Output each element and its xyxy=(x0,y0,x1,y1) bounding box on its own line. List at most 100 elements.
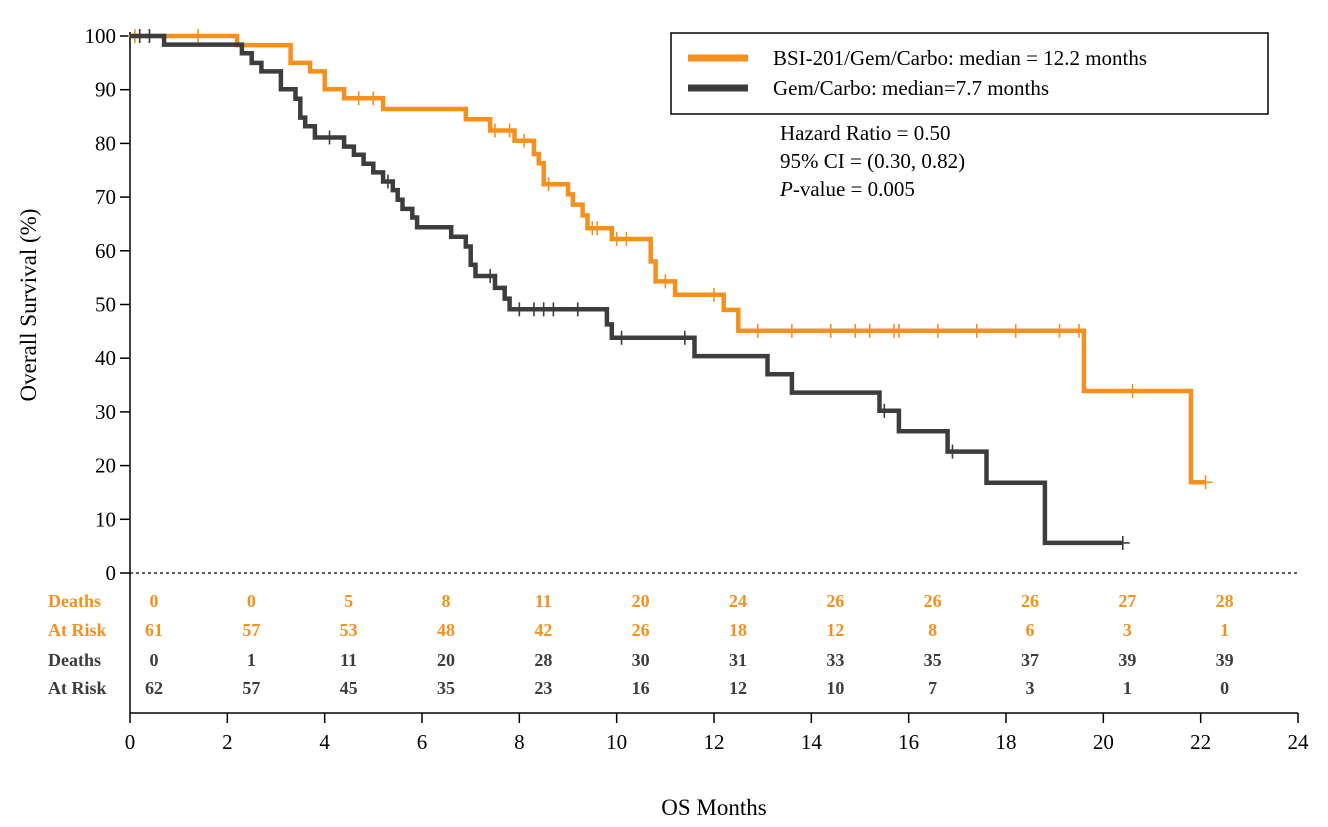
risk-cell: 30 xyxy=(632,650,650,670)
risk-cell: 26 xyxy=(924,591,942,611)
censor-mark xyxy=(969,323,984,338)
y-tick-label: 0 xyxy=(106,561,117,585)
x-tick-label: 6 xyxy=(417,730,428,754)
censor-mark xyxy=(862,323,877,338)
risk-cell: 1 xyxy=(1220,620,1229,640)
censor-mark xyxy=(483,269,498,284)
y-tick-label: 80 xyxy=(95,131,116,155)
censor-mark xyxy=(930,323,945,338)
y-tick-label: 60 xyxy=(95,239,116,263)
risk-cell: 26 xyxy=(632,620,650,640)
censor-mark xyxy=(502,123,517,138)
x-tick-label: 20 xyxy=(1093,730,1114,754)
risk-cell: 31 xyxy=(729,650,747,670)
censor-mark xyxy=(590,221,605,236)
x-tick-label: 4 xyxy=(319,730,330,754)
censor-mark xyxy=(707,287,721,302)
risk-cell: 3 xyxy=(1026,678,1035,698)
risk-cell: 35 xyxy=(437,678,455,698)
x-tick-label: 12 xyxy=(704,730,725,754)
x-tick-label: 24 xyxy=(1288,730,1310,754)
censor-mark xyxy=(877,403,892,418)
risk-cell: 28 xyxy=(1216,591,1234,611)
risk-cell: 37 xyxy=(1021,650,1039,670)
censor-mark xyxy=(1125,383,1140,398)
censor-mark xyxy=(541,177,556,192)
risk-cell: 3 xyxy=(1123,620,1132,640)
ci-text: 95% CI = (0.30, 0.82) xyxy=(780,149,965,173)
y-tick-label: 20 xyxy=(95,454,116,478)
y-tick-label: 50 xyxy=(95,293,116,317)
risk-cell: 20 xyxy=(437,650,455,670)
risk-cell: 11 xyxy=(340,650,357,670)
risk-cell: 18 xyxy=(729,620,747,640)
risk-cell: 27 xyxy=(1118,591,1136,611)
risk-cell: 0 xyxy=(150,650,159,670)
risk-cell: 48 xyxy=(437,620,455,640)
risk-row-label: Deaths xyxy=(48,650,101,670)
risk-cell: 45 xyxy=(340,678,358,698)
risk-cell: 12 xyxy=(729,678,747,698)
y-tick-label: 70 xyxy=(95,185,116,209)
risk-cell: 12 xyxy=(826,620,844,640)
censor-mark xyxy=(1115,535,1130,550)
risk-cell: 53 xyxy=(340,620,358,640)
x-tick-label: 0 xyxy=(125,730,136,754)
curves-layer xyxy=(127,29,1213,550)
x-tick-label: 8 xyxy=(514,730,525,754)
p-value-prefix: P xyxy=(779,177,793,201)
censor-mark xyxy=(142,29,157,43)
x-tick-label: 14 xyxy=(801,730,823,754)
censor-mark xyxy=(891,323,906,338)
censor-mark xyxy=(546,302,561,317)
censor-mark xyxy=(1008,323,1023,338)
y-tick-label: 10 xyxy=(95,507,116,531)
hazard-ratio-text: Hazard Ratio = 0.50 xyxy=(780,121,950,145)
risk-cell: 1 xyxy=(247,650,256,670)
censor-mark xyxy=(512,302,527,317)
censor-mark xyxy=(823,323,838,338)
y-tick-label: 90 xyxy=(95,78,116,102)
x-tick-label: 18 xyxy=(996,730,1017,754)
x-tick-label: 2 xyxy=(222,730,233,754)
risk-cell: 26 xyxy=(1021,591,1039,611)
risk-cell: 8 xyxy=(928,620,937,640)
risk-cell: 20 xyxy=(632,591,650,611)
censor-mark xyxy=(750,323,765,338)
p-value-rest: -value = 0.005 xyxy=(793,177,915,201)
risk-cell: 0 xyxy=(150,591,159,611)
risk-cell: 57 xyxy=(242,620,260,640)
censor-mark xyxy=(517,133,532,148)
censor-mark xyxy=(570,302,585,317)
y-tick-label: 30 xyxy=(95,400,116,424)
legend-label-gem: Gem/Carbo: median=7.7 months xyxy=(773,76,1049,100)
x-axis-title: OS Months xyxy=(661,795,766,820)
risk-row-label: At Risk xyxy=(48,620,107,640)
risk-cell: 10 xyxy=(826,678,844,698)
risk-cell: 0 xyxy=(1220,678,1229,698)
risk-cell: 33 xyxy=(826,650,844,670)
x-tick-label: 22 xyxy=(1190,730,1211,754)
censor-mark xyxy=(380,174,395,189)
censor-mark xyxy=(322,130,337,145)
y-tick-label: 100 xyxy=(85,24,117,48)
censor-mark xyxy=(1072,323,1086,338)
censor-mark xyxy=(848,323,863,338)
risk-cell: 5 xyxy=(344,591,353,611)
risk-cell: 39 xyxy=(1118,650,1136,670)
risk-cell: 61 xyxy=(145,620,163,640)
risk-row-label: At Risk xyxy=(48,678,107,698)
censor-mark xyxy=(1052,323,1067,338)
censor-mark xyxy=(658,274,673,289)
censor-mark xyxy=(619,231,634,246)
x-tick-label: 10 xyxy=(606,730,627,754)
y-tick-label: 40 xyxy=(95,346,116,370)
risk-cell: 24 xyxy=(729,591,747,611)
risk-cell: 16 xyxy=(632,678,650,698)
risk-cell: 8 xyxy=(442,591,451,611)
stats-annotation: Hazard Ratio = 0.50 95% CI = (0.30, 0.82… xyxy=(779,121,965,201)
censor-mark xyxy=(488,123,502,138)
risk-cell: 42 xyxy=(534,620,552,640)
